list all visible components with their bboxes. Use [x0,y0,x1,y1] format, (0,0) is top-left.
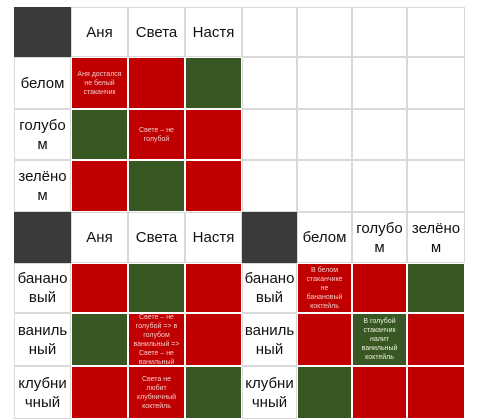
row-label-banana: банано вый [242,263,297,313]
corner-cell [14,212,71,263]
header-sveta: Света [128,7,185,57]
grid-cell [185,263,242,313]
note-text: Свете – не голубой [139,126,174,143]
grid-cell: Свете – не голубой => в голубом ванильны… [128,313,185,366]
header-anya: Аня [71,212,128,263]
grid-cell [71,109,128,160]
row-label-green: зелёно м [14,160,71,212]
row-label-white: белом [14,57,71,109]
grid-cell [128,57,185,109]
empty-cell [297,109,352,160]
corner-cell [242,212,297,263]
grid-cell [185,57,242,109]
row-label-banana: банано вый [14,263,71,313]
header-sveta: Света [128,212,185,263]
grid-cell [297,366,352,419]
grid-cell [297,313,352,366]
empty-cell [242,7,297,57]
header-green: зелёно м [407,212,465,263]
empty-cell [352,160,407,212]
empty-cell [407,57,465,109]
empty-cell [242,109,297,160]
grid-cell [352,366,407,419]
grid-cell: Аня достался не белый стаканчик [71,57,128,109]
empty-cell [352,109,407,160]
row-label-strawberry: клубни чный [14,366,71,419]
header-anya: Аня [71,7,128,57]
grid-cell: Света не любит клубничный коктейль [128,366,185,419]
empty-cell [407,109,465,160]
empty-cell [352,7,407,57]
row-label-blue: голубо м [14,109,71,160]
empty-cell [407,160,465,212]
note-text: Света не любит клубничный коктейль [136,375,177,410]
corner-cell [14,7,71,57]
grid-cell [128,160,185,212]
empty-cell [297,160,352,212]
header-white: белом [297,212,352,263]
empty-cell [297,7,352,57]
grid-cell: В голубой стаканчик налит ванильный кокт… [352,313,407,366]
header-nastya: Настя [185,7,242,57]
grid-cell [71,366,128,419]
note-text: В белом стаканчике не банановый коктейль [306,266,343,310]
empty-cell [242,160,297,212]
row-label-strawberry: клубни чный [242,366,297,419]
empty-cell [297,57,352,109]
grid-cell [407,366,465,419]
note-text: Свете – не голубой => в голубом ванильны… [133,313,180,366]
grid-cell [185,109,242,160]
grid-cell [407,313,465,366]
grid-cell [185,366,242,419]
grid-cell [128,263,185,313]
empty-cell [352,57,407,109]
row-label-vanilla: ваниль ный [242,313,297,366]
grid-cell [71,160,128,212]
empty-cell [242,57,297,109]
grid-cell [407,263,465,313]
grid-cell: Свете – не голубой [128,109,185,160]
row-label-vanilla: ваниль ный [14,313,71,366]
grid-cell [352,263,407,313]
note-text: В голубой стаканчик налит ванильный кокт… [361,318,398,361]
header-blue: голубо м [352,212,407,263]
empty-cell [407,7,465,57]
grid-cell: В белом стаканчике не банановый коктейль [297,263,352,313]
grid-cell [185,313,242,366]
grid-cell [71,263,128,313]
note-text: Аня достался не белый стаканчик [77,70,122,96]
grid-cell [185,160,242,212]
grid-cell [71,313,128,366]
header-nastya: Настя [185,212,242,263]
